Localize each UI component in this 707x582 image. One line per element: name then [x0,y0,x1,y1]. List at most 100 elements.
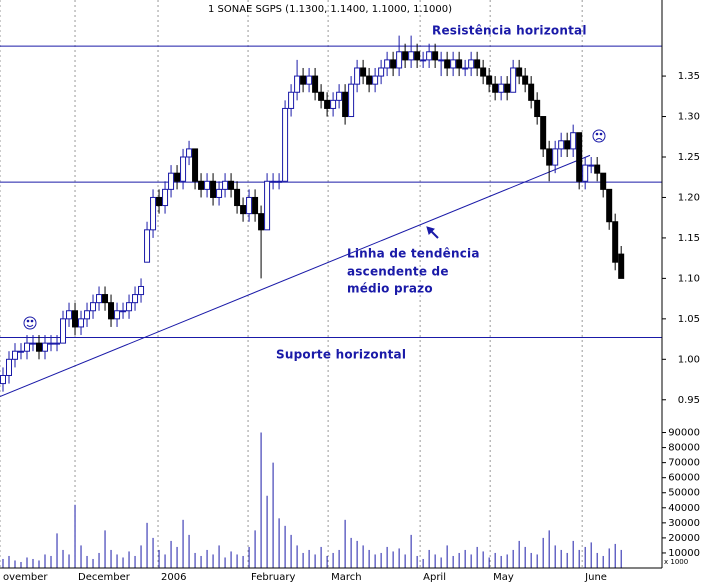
candle-body [204,180,211,190]
x-tick-label: ovember [3,572,48,582]
x-tick-label: June [584,572,607,582]
candle-body [108,302,115,320]
volume-tick-label: 60000 [668,473,700,484]
candle-body [288,91,295,109]
candle-body [186,148,193,158]
candle-body [180,156,187,182]
candle-body [504,83,511,93]
candle-body [174,172,181,182]
candle-body [66,310,73,320]
annotation: Linha de tendência [347,247,480,261]
candle-body [576,132,583,182]
y-tick-label: 1.25 [678,152,700,163]
arrow [426,226,439,239]
candle-body [486,75,493,85]
volume-tick-label: 10000 [668,548,700,559]
candle-body [468,59,475,69]
candle-body [150,196,157,231]
y-tick-label: 1.10 [678,273,700,284]
volume-tick-label: 50000 [668,488,700,499]
candle-body [132,294,139,304]
volume-tick-label: 20000 [668,533,700,544]
candle-body [330,99,337,109]
candle-body [78,318,85,328]
y-tick-label: 0.95 [678,395,700,406]
candle-body [516,67,523,77]
candle-body [462,67,469,70]
candle-body [0,374,7,385]
y-tick-label: 1.05 [678,314,700,325]
candle-body [60,318,67,344]
candle-body [432,51,439,61]
candle-body [300,75,307,85]
volume-tick-label: 80000 [668,443,700,454]
candle-body [396,51,403,69]
candle-body [348,83,355,118]
candle-body [390,59,397,69]
candle-body [618,253,625,279]
candle-body [318,91,325,101]
candle-body [444,59,451,69]
candle-body [342,91,349,118]
candle-body [450,59,457,69]
smiley-happy [23,316,37,330]
x-tick-label: February [251,572,295,582]
x-tick-label: March [331,572,361,582]
candle-body [564,140,571,150]
candle-body [456,59,463,69]
candle-body [24,342,31,352]
volume-tick-label: 40000 [668,503,700,514]
candle-body [144,229,151,263]
candle-body [198,180,205,190]
plot [0,35,662,568]
candle-body [210,180,217,198]
candle-body [6,358,13,376]
candle-body [384,59,391,69]
candle-body [366,75,373,85]
candle-body [420,59,427,62]
candle-body [540,116,547,150]
candle-body [162,188,169,207]
candle-body [48,342,55,345]
candle-body [102,294,109,304]
candle-body [54,342,61,345]
candle-body [114,310,121,320]
candle-body [414,51,421,61]
candle-body [336,91,343,101]
candle-body [492,83,499,93]
candle-body [372,75,379,85]
candle-body [534,99,541,118]
candle-body [270,180,277,183]
candle-body [216,188,223,198]
candle-body [126,302,133,312]
candle-body [582,164,589,182]
candle-body [594,164,601,174]
x-tick-label: May [493,572,514,582]
candle-body [234,188,241,207]
candle-body [522,75,529,85]
candle-body [324,99,331,109]
volume-tick-label: 30000 [668,518,700,529]
candle-body [192,148,199,182]
trend-line [0,154,591,397]
annotation: médio prazo [347,282,433,296]
candle-body [90,302,97,312]
candle-body [42,342,49,352]
candle-body [552,148,559,166]
candle-body [72,310,79,328]
volume-tick-label: 70000 [668,458,700,469]
candle-body [498,83,505,93]
candle-body [252,196,259,215]
candle-body [156,196,163,207]
candle-body [120,310,127,313]
candle-body [84,310,91,320]
volume-tick-label: 90000 [668,428,700,439]
y-tick-label: 1.30 [678,112,700,123]
annotation: ascendente de [347,265,449,279]
candle-body [18,350,25,353]
x-tick-label: 2006 [161,572,186,582]
candle-body [36,342,43,352]
candle-body [528,83,535,101]
volume-unit: x 1000 [664,558,688,566]
